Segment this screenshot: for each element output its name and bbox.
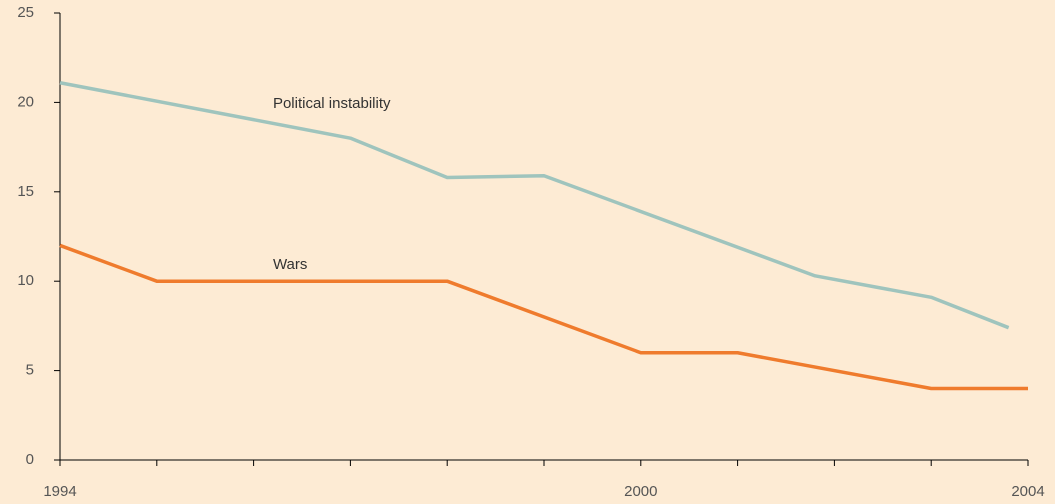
line [59, 243, 1028, 391]
y-tick-label: 10 [17, 272, 34, 289]
y-tick-label: 0 [26, 451, 34, 468]
x-tick-label: 2004 [1011, 483, 1044, 500]
annotation: Political instability [273, 95, 391, 112]
annotation: Wars [273, 256, 307, 273]
x-tick-label: 1994 [43, 483, 76, 500]
y-tick-label: 5 [26, 362, 34, 379]
y-tick-label: 25 [17, 4, 34, 21]
y-tick-label: 15 [17, 183, 34, 200]
x-tick-label: 2000 [624, 483, 657, 500]
line [59, 81, 1010, 330]
y-tick-label: 20 [17, 93, 34, 110]
